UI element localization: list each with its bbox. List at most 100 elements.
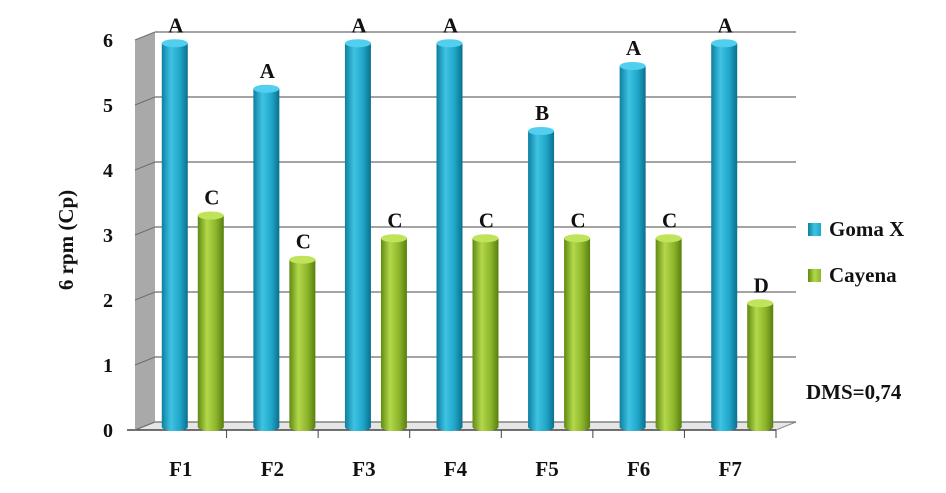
bar-goma-x (619, 62, 646, 431)
bar-cap (711, 39, 738, 48)
legend-item-goma-x: Goma X (808, 216, 946, 242)
bar-goma-x (161, 39, 188, 431)
data-label: A (351, 13, 367, 37)
bar-goma-x (711, 39, 738, 431)
legend-item-cayena: Cayena (808, 262, 946, 288)
x-tick-label: F2 (261, 457, 284, 481)
bar-cayena (289, 255, 316, 431)
gridline-slant (134, 96, 156, 106)
legend: Goma X Cayena (808, 216, 946, 308)
legend-label: Goma X (829, 216, 905, 241)
y-tick-label: 1 (103, 355, 113, 377)
data-label: A (718, 13, 734, 37)
bar-body (711, 43, 738, 427)
y-tick-labels: 0 1 2 3 4 5 6 (103, 30, 113, 442)
bar-cayena (380, 234, 407, 431)
bar-body (619, 66, 646, 427)
bar-cap (161, 39, 188, 48)
bar-body (344, 43, 371, 427)
x-tick-label: F5 (535, 457, 558, 481)
x-tick-labels: F1 F2 F3 F4 F5 F6 F7 (169, 430, 777, 481)
dms-annotation: DMS=0,74 (806, 380, 902, 404)
bar-base (380, 423, 407, 431)
y-tick-label: 0 (103, 420, 113, 442)
bar-base (344, 423, 371, 431)
y-tick-label: 5 (103, 95, 113, 117)
bar-goma-x (253, 84, 280, 431)
bar-cap (289, 255, 316, 264)
bar-cap (564, 234, 591, 243)
y-tick-label: 3 (103, 225, 113, 247)
x-tick-label: F6 (627, 457, 650, 481)
data-label: C (296, 230, 311, 254)
gridline-slant (134, 421, 156, 431)
bar-cap (197, 211, 224, 220)
bar-body (528, 131, 555, 427)
bar-cayena (747, 299, 774, 431)
x-tick-label: F7 (719, 457, 742, 481)
y-axis-label: 6 rpm (Cp) (54, 190, 78, 290)
gridline-slant (134, 226, 156, 236)
bar-base (253, 423, 280, 431)
data-label: D (754, 273, 769, 297)
data-label: A (626, 36, 642, 60)
bar-base (619, 423, 646, 431)
gridline-slant (134, 291, 156, 301)
bar-cap (619, 62, 646, 70)
legend-swatch-goma-x (808, 222, 821, 236)
bar-body (436, 43, 463, 427)
y-tick-label: 4 (103, 160, 113, 182)
legend-label: Cayena (829, 262, 897, 287)
data-label: A (443, 13, 459, 37)
bar-body (564, 238, 591, 427)
bar-base (711, 423, 738, 431)
bar-cap (655, 234, 682, 243)
bar-body (253, 88, 280, 427)
x-tick-label: F3 (352, 457, 375, 481)
bar-base (655, 423, 682, 431)
bar-cayena (472, 234, 499, 431)
bar-body (161, 43, 188, 427)
bar-body (747, 303, 774, 427)
bar-body (289, 259, 316, 427)
bar-base (436, 423, 463, 431)
x-tick-label: F4 (444, 457, 468, 481)
bar-body (380, 238, 407, 427)
legend-swatch-cayena (808, 268, 821, 282)
bar-base (289, 423, 316, 431)
bar-cayena (655, 234, 682, 431)
bar-base (197, 423, 224, 431)
bar-base (747, 423, 774, 431)
data-label: C (204, 186, 219, 210)
data-label: A (168, 13, 184, 37)
bar-cap (344, 39, 371, 48)
y-tick-label: 6 (103, 30, 113, 52)
y-tick-label: 2 (103, 290, 113, 312)
bar-goma-x (344, 39, 371, 431)
data-label: B (535, 101, 549, 125)
bar-cap (253, 84, 280, 93)
data-label: C (387, 208, 402, 232)
bar-goma-x (528, 127, 555, 431)
bar-cap (472, 234, 499, 243)
bar-base (161, 423, 188, 431)
gridline-slant (134, 31, 156, 41)
gridlines (134, 31, 796, 431)
bar-base (472, 423, 499, 431)
bar-cayena (197, 211, 224, 431)
bar-cap (436, 39, 463, 48)
bar-cap (380, 234, 407, 243)
bar-cayena (564, 234, 591, 431)
x-tick-label: F1 (169, 457, 192, 481)
floor (134, 421, 797, 431)
gridline-slant (134, 356, 156, 366)
bar-base (564, 423, 591, 431)
data-label: C (479, 208, 494, 232)
bar-body (197, 215, 224, 427)
bar-goma-x (436, 39, 463, 431)
bar-base (528, 423, 555, 431)
bars (161, 39, 774, 431)
data-label: C (570, 208, 585, 232)
data-label: A (260, 59, 276, 83)
